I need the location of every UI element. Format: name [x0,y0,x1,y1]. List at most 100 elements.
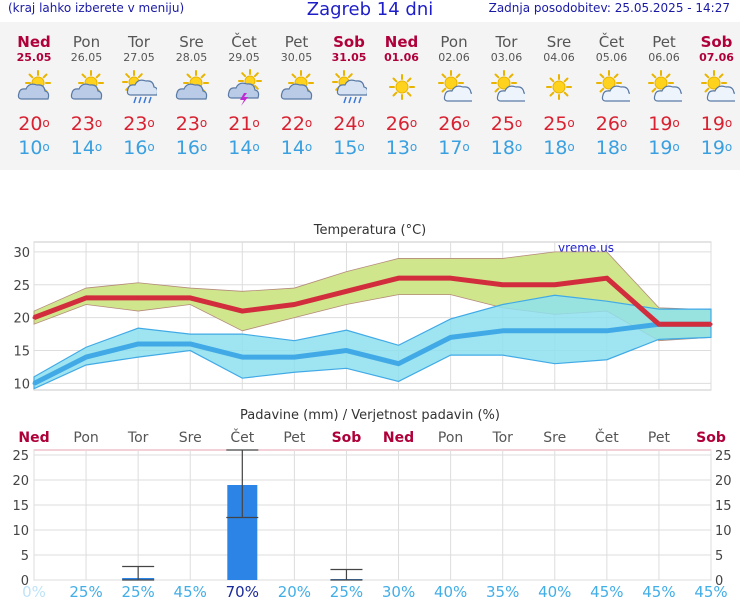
day-label: Pet [283,430,306,446]
max-temperature-point [501,283,505,287]
partly-cloudy-icon [270,69,323,105]
min-temperature-value: 16 [123,137,148,159]
day-label: Čet [595,428,619,446]
y-tick-label-left: 0 [21,574,29,589]
min-temperature-value: 14 [228,137,253,159]
day-date: 06.06 [648,51,680,64]
forecast-day[interactable]: Pet 06.06 19o 19o [638,22,691,160]
degree-symbol: o [724,140,733,154]
max-temperature-point [136,296,140,300]
day-label: Tor [491,430,513,446]
forecast-day[interactable]: Čet 05.06 26o 18o [585,22,638,160]
min-temperature-point [449,335,453,339]
min-temperature-value: 13 [385,137,410,159]
y-tick-label-left: 15 [12,499,29,514]
sun-rain-icon [323,69,376,105]
forecast-day[interactable]: Ned 01.06 26o 13o [375,22,428,160]
precipitation-probability: 20% [278,583,311,600]
min-temperature: 18o [533,136,586,160]
max-temperature: 22o [270,112,323,136]
max-temperature-point [292,302,296,306]
degree-symbol: o [147,116,155,130]
min-temperature: 19o [638,136,691,160]
max-temperature: 25o [533,112,586,136]
degree-symbol: o [672,116,680,130]
max-temperature-point [188,296,192,300]
max-temperature-value: 25 [543,113,568,135]
day-date: 03.06 [490,51,523,64]
y-tick-label-right: 25 [715,449,732,464]
max-temperature-value: 23 [123,113,148,135]
max-temperature-value: 21 [228,113,253,135]
max-temperature: 26o [585,112,638,136]
forecast-day[interactable]: Sob 31.05 24o 15o [323,22,376,160]
y-tick-label: 10 [13,377,30,392]
max-temperature: 21o [218,112,271,136]
min-temperature-point [553,329,557,333]
degree-symbol: o [357,140,365,154]
precipitation-chart: Padavine (mm) / Verjetnost padavin (%) Ne… [12,408,732,600]
min-temperature-value: 14 [280,137,305,159]
day-label: Sob [696,430,726,446]
y-tick-label-right: 0 [715,574,723,589]
day-label: Sre [543,430,566,446]
max-temperature-value: 23 [70,113,95,135]
min-temperature: 14o [270,136,323,160]
precipitation-probability: 45% [642,583,675,600]
max-temperature-point [657,322,661,326]
forecast-day[interactable]: Pon 26.05 23o 14o [60,22,113,160]
max-temperature-point [709,322,713,326]
forecast-day[interactable]: Tor 03.06 25o 18o [480,22,533,160]
max-temperature: 23o [113,112,166,136]
max-temperature: 20o [8,112,61,136]
min-temperature-range-band [33,294,712,390]
degree-symbol: o [619,140,628,154]
degree-symbol: o [42,116,50,130]
forecast-day[interactable]: Sre 04.06 25o 18o [533,22,586,160]
degree-symbol: o [94,116,103,130]
max-temperature-point [449,276,453,280]
degree-symbol: o [94,140,103,154]
day-date: 05.06 [595,51,628,64]
precipitation-probability: 25% [330,583,363,600]
sun-icon [375,69,428,105]
precipitation-probability: 45% [174,583,207,600]
day-name: Pon [72,33,101,51]
min-temperature-value: 16 [175,137,200,159]
day-name: Ned [17,33,51,51]
forecast-day[interactable]: Sre 28.05 23o 16o [165,22,218,160]
day-label: Pon [438,430,463,446]
forecast-day[interactable]: Pet 30.05 22o 14o [270,22,323,160]
max-temperature-value: 22 [280,113,305,135]
degree-symbol: o [619,116,628,130]
plot-area [33,449,712,581]
min-temperature: 16o [165,136,218,160]
precipitation-probability: 35% [486,583,519,600]
forecast-day[interactable]: Čet 29.05 21o 14o [218,22,271,160]
location-menu-hint[interactable]: (kraj lahko izberete v meniju) [8,1,185,15]
forecast-day[interactable]: Sob 07.06 19o 19o [690,22,740,160]
degree-symbol: o [409,140,418,154]
day-name: Pon [440,33,468,51]
day-date: 26.05 [70,51,103,64]
max-temperature-value: 26 [438,113,463,135]
forecast-day[interactable]: Pon 02.06 26o 17o [428,22,481,160]
forecast-day[interactable]: Tor 27.05 23o 16o [113,22,166,160]
degree-symbol: o [304,116,313,130]
max-temperature: 19o [690,112,740,136]
max-temperature-value: 19 [700,113,725,135]
min-temperature-point [32,381,36,385]
max-temperature: 26o [428,112,481,136]
day-date: 25.05 [16,51,52,64]
y-tick-label: 15 [13,345,30,360]
max-temperature-point [84,296,88,300]
y-tick-label-right: 5 [715,549,723,564]
min-temperature-point [84,355,88,359]
day-label: Sob [332,430,362,446]
y-tick-label-left: 10 [12,524,29,539]
degree-symbol: o [409,116,418,130]
min-temperature-value: 15 [333,137,358,159]
precipitation-probability: 25% [121,583,154,600]
forecast-day[interactable]: Ned 25.05 20o 10o [8,22,61,160]
